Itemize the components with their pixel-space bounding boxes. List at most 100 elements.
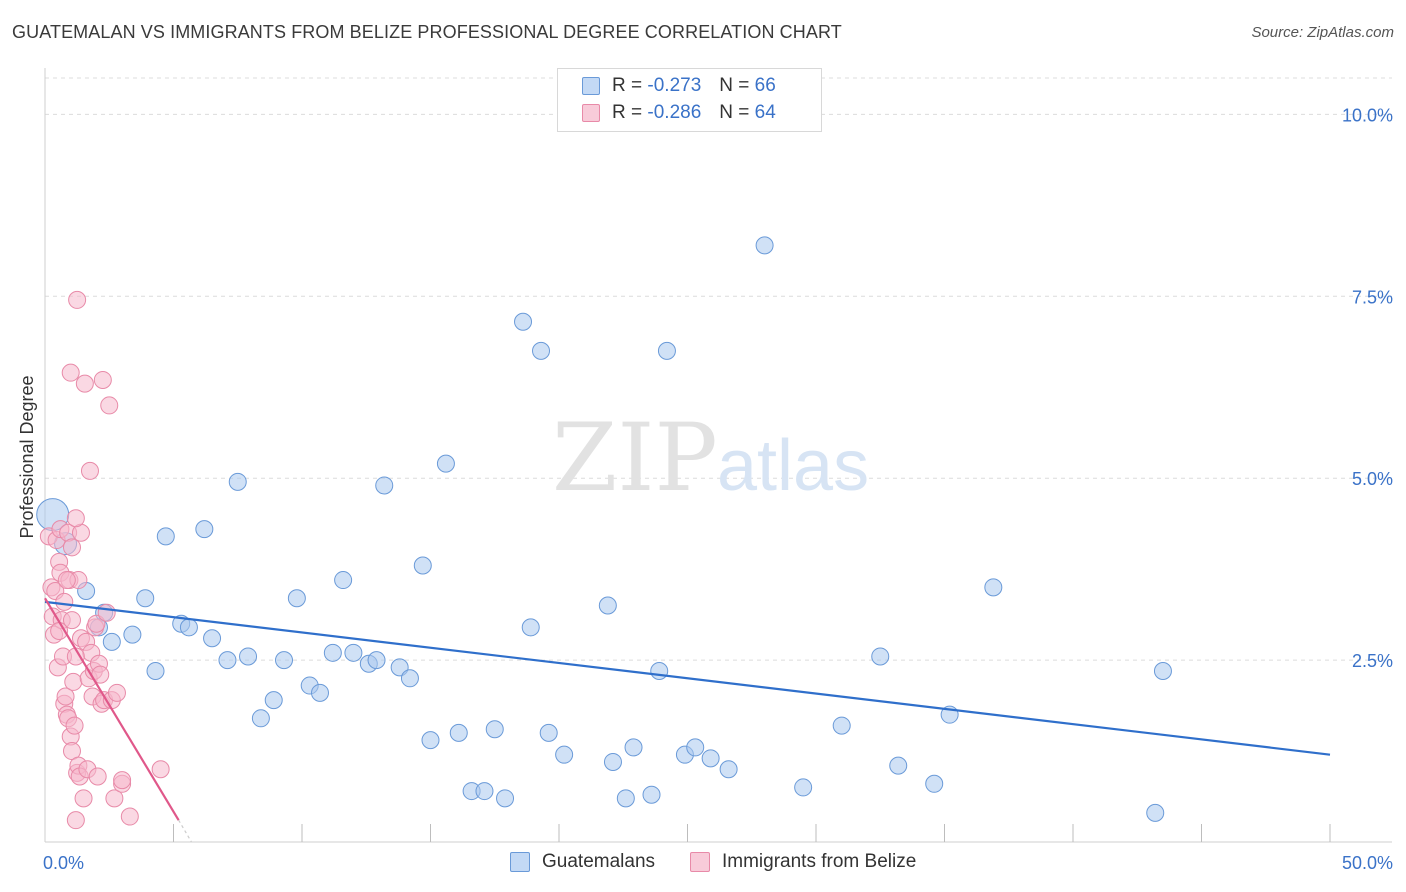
y-axis-label: Professional Degree	[17, 375, 37, 538]
guatemalans-point	[650, 662, 669, 681]
belize-point	[107, 683, 126, 702]
belize-point	[88, 767, 107, 786]
belize-point	[62, 611, 81, 630]
guatemalans-point	[485, 720, 504, 739]
guatemalans-point	[1146, 803, 1165, 822]
n-label: N =	[719, 102, 750, 123]
guatemalans-point	[413, 556, 432, 575]
guatemalans-point	[156, 527, 175, 546]
belize-point	[62, 538, 81, 557]
guatemalans-point	[203, 629, 222, 648]
bottom-legend-guatemalans: Guatemalans	[510, 851, 655, 873]
guatemalans-point	[657, 341, 676, 360]
guatemalans-point	[719, 760, 738, 779]
guatemalans-n-value: 66	[754, 75, 776, 96]
guatemalans-point	[310, 683, 329, 702]
guatemalans-point	[514, 312, 533, 331]
belize-point	[113, 771, 132, 790]
guatemalans-trend-line	[44, 600, 1331, 756]
r-label: R =	[612, 102, 643, 123]
x-tick-label: 0.0%	[43, 853, 84, 873]
guatemalans-point	[400, 669, 419, 688]
guatemalans-point	[539, 723, 558, 742]
guatemalans-point	[275, 651, 294, 670]
guatemalans-point	[521, 618, 540, 637]
belize-point	[74, 789, 93, 808]
guatemalans-point	[889, 756, 908, 775]
guatemalans-point	[555, 745, 574, 764]
belize-legend-swatch	[690, 852, 710, 872]
trend-lines	[44, 597, 1331, 843]
guatemalans-point	[475, 782, 494, 801]
guatemalans-point	[598, 596, 617, 615]
belize-point	[55, 592, 74, 611]
guatemalans-point	[195, 520, 214, 539]
guatemalans-point	[686, 738, 705, 757]
guatemalans-point	[701, 749, 720, 768]
guatemalans-point	[334, 571, 353, 590]
watermark-zip: ZIP	[552, 404, 718, 513]
guatemalans-point	[421, 731, 440, 750]
guatemalans-point	[179, 618, 198, 637]
legend-row-belize: R = -0.286 N = 64	[582, 100, 776, 126]
guatemalans-point	[1153, 662, 1172, 681]
belize-swatch	[582, 104, 600, 122]
guatemalans-point	[323, 643, 342, 662]
y-tick-label: 10.0%	[1342, 105, 1393, 125]
n-label: N =	[719, 75, 750, 96]
r-label: R =	[612, 75, 643, 96]
belize-point	[66, 811, 85, 830]
tick-labels: 2.5% 5.0% 7.5% 10.0% 0.0% 50.0% Professional D…	[17, 105, 1393, 873]
belize-point	[105, 789, 124, 808]
watermark: ZIP atlas	[552, 404, 869, 513]
guatemalans-point	[984, 578, 1003, 597]
guatemalans-point	[264, 691, 283, 710]
guatemalans-point	[375, 476, 394, 495]
belize-n-value: 64	[754, 102, 776, 123]
belize-point	[120, 807, 139, 826]
belize-point	[65, 716, 84, 735]
guatemalans-point	[496, 789, 515, 808]
belize-trend-extension	[178, 819, 193, 843]
grid-lines	[45, 77, 1392, 661]
y-tick-label: 7.5%	[1352, 287, 1393, 307]
guatemalans-point	[136, 589, 155, 608]
guatemalans-point	[146, 662, 165, 681]
y-tick-label: 5.0%	[1352, 469, 1393, 489]
guatemalans-point	[871, 647, 890, 666]
guatemalans-point	[832, 716, 851, 735]
guatemalans-point	[925, 774, 944, 793]
belize-point	[61, 363, 80, 382]
y-tick-label: 2.5%	[1352, 651, 1393, 671]
belize-point	[151, 760, 170, 779]
guatemalans-point	[616, 789, 635, 808]
belize-point	[80, 461, 99, 480]
belize-point	[68, 290, 87, 309]
stats-legend: R = -0.273 N = 66 R = -0.286 N = 64	[557, 68, 822, 132]
guatemalans-point	[239, 647, 258, 666]
guatemalans-point	[251, 709, 270, 728]
axes	[44, 68, 1392, 843]
belize-point	[66, 509, 85, 528]
guatemalans-point	[755, 236, 774, 255]
belize-point	[64, 672, 83, 691]
belize-r-value: -0.286	[647, 102, 702, 123]
chart-title: GUATEMALAN VS IMMIGRANTS FROM BELIZE PRO…	[12, 22, 842, 42]
guatemalans-point	[603, 752, 622, 771]
guatemalans-point	[228, 472, 247, 491]
guatemalans-point	[624, 738, 643, 757]
watermark-atlas: atlas	[717, 426, 869, 506]
source-label: Source: ZipAtlas.com	[1251, 24, 1394, 41]
guatemalans-point	[102, 632, 121, 651]
guatemalans-point	[123, 625, 142, 644]
belize-point	[57, 571, 76, 590]
guatemalans-point	[532, 341, 551, 360]
guatemalans-point	[794, 778, 813, 797]
guatemalans-legend-label: Guatemalans	[542, 851, 656, 872]
guatemalans-r-value: -0.273	[647, 75, 702, 96]
legend-row-guatemalans: R = -0.273 N = 66	[582, 73, 776, 99]
bottom-legend-belize: Immigrants from Belize	[690, 851, 916, 873]
belize-point	[100, 396, 119, 415]
belize-trend-line	[44, 597, 180, 821]
